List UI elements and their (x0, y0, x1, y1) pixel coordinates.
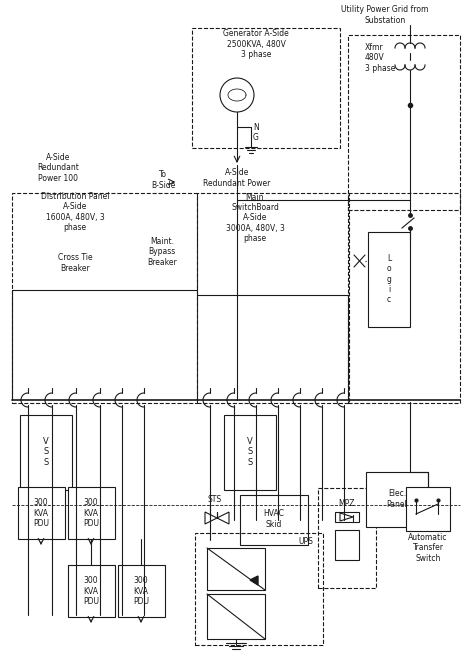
Bar (366, 472, 428, 527)
Bar (318, 488, 376, 588)
Bar (12, 193, 197, 403)
Bar (368, 232, 410, 327)
Text: G: G (253, 134, 259, 143)
Polygon shape (217, 512, 229, 524)
Bar (20, 415, 72, 490)
Text: Automatic
Transfer
Switch: Automatic Transfer Switch (408, 533, 448, 563)
Text: A-Side
Redundant
Power 100: A-Side Redundant Power 100 (37, 153, 79, 183)
Bar (207, 548, 265, 590)
Text: Elec.
Panel: Elec. Panel (387, 489, 407, 509)
Polygon shape (250, 576, 258, 585)
Text: MPZ: MPZ (339, 499, 355, 509)
Bar (197, 193, 349, 403)
Text: V
S
S: V S S (43, 437, 49, 467)
Bar (118, 565, 165, 617)
Text: 300
KVA
PDU: 300 KVA PDU (33, 498, 49, 528)
Bar (224, 415, 276, 490)
Text: L
o
g
i
c: L o g i c (387, 254, 392, 304)
Text: Utility Power Grid from
Substation: Utility Power Grid from Substation (341, 5, 428, 25)
Text: Cross Tie
Breaker: Cross Tie Breaker (58, 253, 92, 273)
Text: Generator A-Side
2500KVA, 480V
3 phase: Generator A-Side 2500KVA, 480V 3 phase (223, 29, 289, 59)
Bar (207, 594, 265, 639)
Text: V
S
S: V S S (247, 437, 253, 467)
Bar (406, 487, 450, 531)
Text: N: N (253, 123, 259, 132)
Text: UPS: UPS (298, 537, 313, 546)
Text: To
B-Side: To B-Side (151, 170, 175, 190)
Polygon shape (340, 513, 353, 521)
Text: A-Side
Redundant Power: A-Side Redundant Power (203, 168, 271, 188)
Text: HVAC
Skid: HVAC Skid (264, 509, 284, 529)
Bar (335, 512, 359, 522)
Bar (68, 487, 115, 539)
Bar (68, 565, 115, 617)
Text: Distribution Panel
A-Side
1600A, 480V, 3
phase: Distribution Panel A-Side 1600A, 480V, 3… (41, 192, 109, 232)
Text: Xfmr
480V
3 phase: Xfmr 480V 3 phase (365, 43, 395, 73)
Text: Main
SwitchBoard
A-Side
3000A, 480V, 3
phase: Main SwitchBoard A-Side 3000A, 480V, 3 p… (226, 193, 284, 243)
Polygon shape (205, 512, 217, 524)
Text: 300
KVA
PDU: 300 KVA PDU (83, 576, 99, 606)
Bar (240, 495, 308, 545)
Text: Maint.
Bypass
Breaker: Maint. Bypass Breaker (147, 237, 177, 267)
Text: 300
KVA
PDU: 300 KVA PDU (133, 576, 149, 606)
Bar (192, 28, 340, 148)
Bar (195, 533, 323, 645)
Text: STS: STS (208, 496, 222, 505)
Bar (18, 487, 65, 539)
Bar (348, 193, 460, 403)
Bar (348, 35, 460, 210)
Bar (335, 530, 359, 560)
Text: 300
KVA
PDU: 300 KVA PDU (83, 498, 99, 528)
